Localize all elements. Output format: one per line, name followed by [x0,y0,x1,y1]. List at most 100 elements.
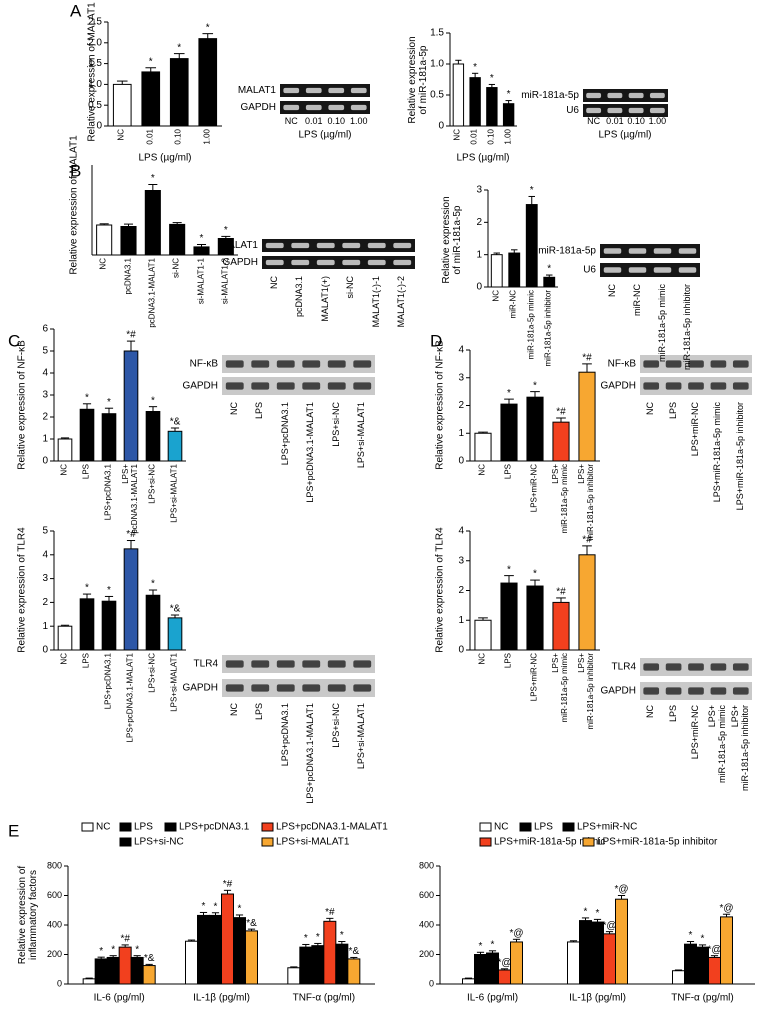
lane-label: LPS+miR-NC [690,402,701,457]
y-tick-label: 0.5 [430,90,444,101]
y-tick-label: 0 [476,282,482,293]
blot-band [265,259,284,266]
bar [106,956,120,985]
significance-label: * [507,388,511,399]
blot-band [665,360,682,368]
significance-label: * [547,264,551,275]
lane-label: miR-181a-5p inhibitor [681,284,692,371]
y-tick-label: 2 [42,597,48,608]
legend-label: LPS+pcDNA3.1 [179,822,250,833]
lane-label: LPS+si-NC [330,703,341,748]
category-label: NC [59,464,69,476]
blot-row-label: TLR4 [194,659,219,670]
significance-label: * [151,579,155,590]
significance-label: * [107,397,111,408]
bar [552,601,570,651]
y-tick-label: 800 [47,860,62,870]
significance-label: *# [223,879,233,890]
blot-band [302,382,321,390]
bar [185,940,198,985]
significance-label: *# [126,330,136,341]
blot-band [653,267,672,273]
bar [118,946,132,985]
x-axis-label: LPS (µg/ml) [598,129,652,141]
significance-label: * [99,946,103,957]
category-label: IL-1β (pg/ml) [193,992,250,1004]
blot-band [688,687,704,695]
blot-band [276,360,295,368]
blot-band [367,259,386,266]
significance-label: * [149,56,153,67]
category-label: LPS+miR-NC [529,653,539,702]
y-tick-label: 5 [42,526,48,537]
y-tick-label: 1 [476,249,482,260]
blot-band [688,382,704,390]
y-tick-label: 800 [419,860,434,870]
blot-band [710,360,727,368]
blot-row-label: NF-κB [608,359,637,370]
blot-band [688,663,704,671]
blot-row [222,355,375,373]
legend-label: LPS+si-MALAT1 [276,837,350,848]
category-label: LPS+ pcDNA3.1-MALAT1 [121,464,139,534]
blot-row-label: miR-181a-5p [538,246,596,257]
y-tick-label: 0 [96,121,102,132]
significance-label: * [701,934,705,945]
category-label: NC [491,290,501,302]
y-tick-label: 0 [458,456,464,467]
bar [526,396,544,462]
y-tick-label: 3 [458,372,464,383]
blot-row [262,239,415,252]
significance-label: * [479,941,483,952]
lane-label: pcDNA3.1 [294,276,305,318]
blot-band [393,242,412,249]
y-axis-label: Relative expression of TLR4 [434,527,446,653]
blot-band [628,107,644,114]
bar [672,970,685,985]
y-tick-label: 1.5 [88,58,102,69]
blot-band [649,92,665,99]
category-label: IL-1β (pg/ml) [569,992,626,1004]
bar [79,408,95,462]
blot-band [283,87,300,94]
bar [79,598,95,651]
category-label: NC [477,653,487,665]
bar [508,252,521,288]
significance-label: *@ [719,903,733,914]
bar [615,898,628,985]
y-tick-label: 4 [458,526,464,537]
category-label: LPS [503,653,513,669]
blot-band [327,684,346,692]
legend-swatch [119,837,132,847]
panel-label: E [8,821,19,840]
lane-label: LPS+pcDNA3.1-MALAT1 [305,703,316,804]
lane-label: NC [284,116,298,127]
blot-band [251,684,270,692]
y-tick-label: 0 [42,456,48,467]
significance-label: * [473,62,477,73]
blot-band [225,360,244,368]
significance-label: *# [582,535,592,546]
lane-label: LPS+si-MALAT1 [356,703,367,770]
blot-band [251,360,270,368]
category-label: NC [452,129,462,141]
y-tick-label: 1 [42,621,48,632]
bar [335,943,349,985]
bar [684,943,697,985]
legend-label: LPS+miR-181a-5p mimic [494,837,605,848]
bar [578,554,596,651]
bar [578,371,596,462]
bar [708,956,721,985]
blot-row-label: GAPDH [600,381,636,392]
category-label: si-NC [171,258,181,278]
significance-label: *& [144,953,155,964]
blot-row-label: GAPDH [240,102,276,113]
y-axis-label: Relative expression of NF-κB [16,340,28,470]
blot-band [643,663,660,671]
legend-label: LPS [534,822,553,833]
bar [579,920,592,985]
y-tick-label: 5 [42,346,48,357]
category-label: LPS+si-MALAT1 [169,464,179,523]
significance-label: *@ [614,884,628,895]
y-axis-label: Relative expression of NF-κB [434,340,446,470]
